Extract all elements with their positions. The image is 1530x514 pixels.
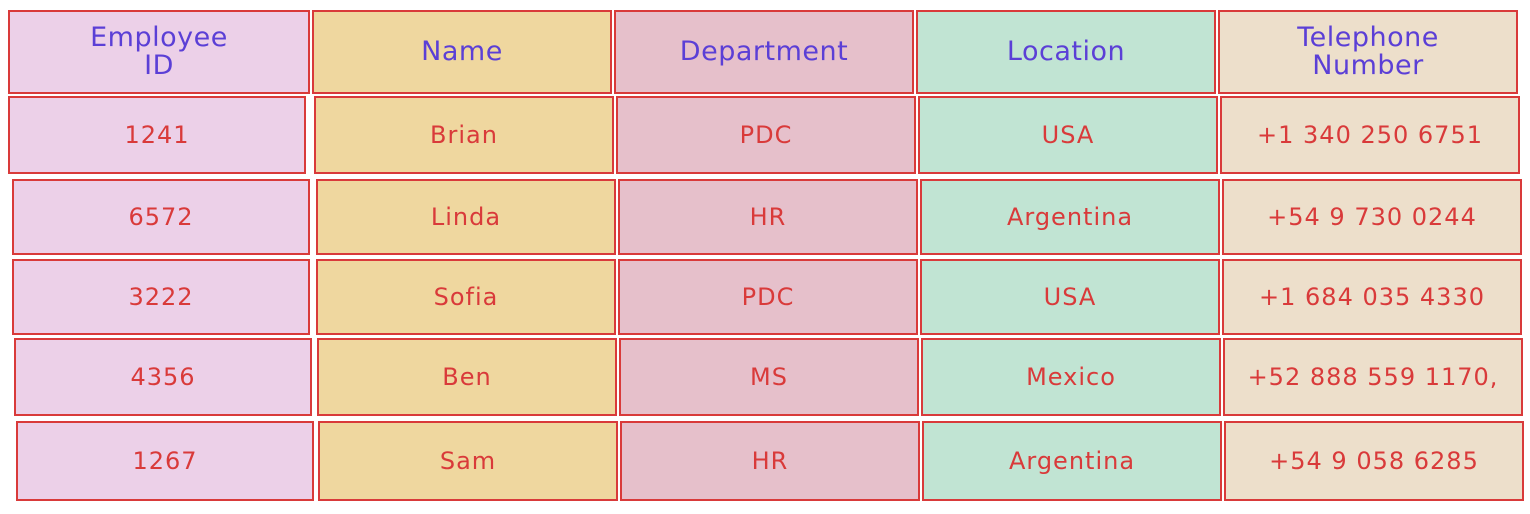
header-employee-id: Employee ID	[8, 10, 310, 94]
cell-location: Mexico	[921, 338, 1221, 416]
header-department: Department	[614, 10, 914, 94]
cell-location: USA	[920, 259, 1220, 335]
employee-table: Employee ID Name Department Location Tel…	[8, 10, 1524, 504]
cell-location: Argentina	[920, 179, 1220, 255]
header-location: Location	[916, 10, 1216, 94]
cell-department: HR	[620, 421, 920, 501]
cell-employee-id: 1267	[16, 421, 314, 501]
cell-employee-id: 6572	[12, 179, 310, 255]
cell-telephone: +52 888 559 1170,	[1223, 338, 1523, 416]
cell-department: PDC	[618, 259, 918, 335]
cell-name: Sam	[318, 421, 618, 501]
header-telephone-number: Telephone Number	[1218, 10, 1518, 94]
cell-location: USA	[918, 96, 1218, 174]
cell-telephone: +1 684 035 4330	[1222, 259, 1522, 335]
cell-name: Brian	[314, 96, 614, 174]
cell-telephone: +1 340 250 6751	[1220, 96, 1520, 174]
cell-department: HR	[618, 179, 918, 255]
cell-employee-id: 3222	[12, 259, 310, 335]
cell-department: PDC	[616, 96, 916, 174]
cell-telephone: +54 9 730 0244	[1222, 179, 1522, 255]
cell-name: Sofia	[316, 259, 616, 335]
cell-location: Argentina	[922, 421, 1222, 501]
cell-name: Linda	[316, 179, 616, 255]
cell-department: MS	[619, 338, 919, 416]
cell-employee-id: 4356	[14, 338, 312, 416]
cell-telephone: +54 9 058 6285	[1224, 421, 1524, 501]
cell-employee-id: 1241	[8, 96, 306, 174]
header-name: Name	[312, 10, 612, 94]
cell-name: Ben	[317, 338, 617, 416]
